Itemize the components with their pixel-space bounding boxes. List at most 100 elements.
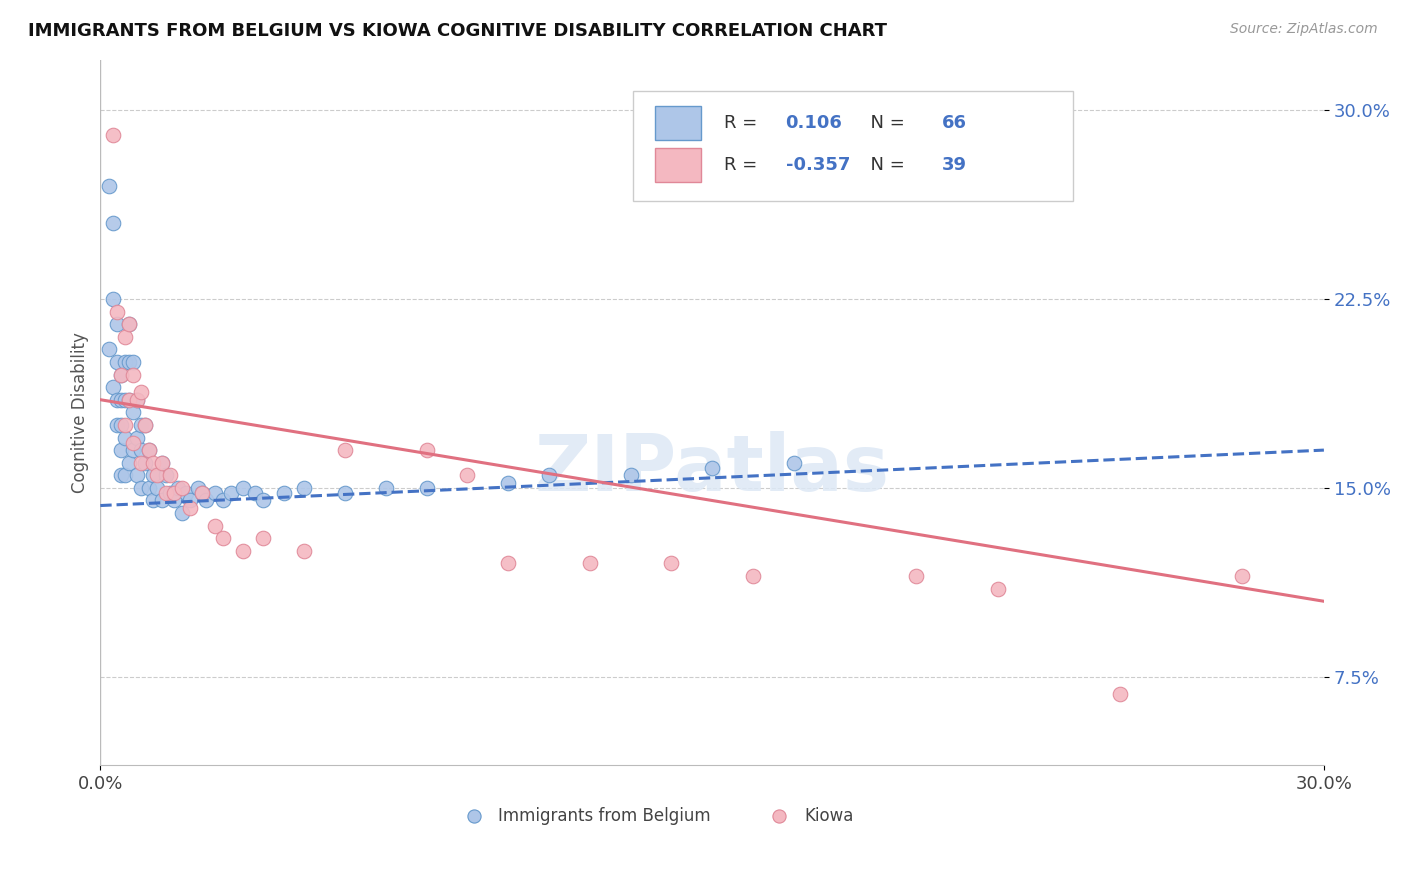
Point xyxy=(110,443,132,458)
Point xyxy=(333,486,356,500)
Point xyxy=(496,475,519,490)
Point xyxy=(191,486,214,500)
Point xyxy=(125,468,148,483)
Point xyxy=(578,557,600,571)
Point xyxy=(105,417,128,432)
Point xyxy=(118,456,141,470)
Point xyxy=(129,481,152,495)
Text: -0.357: -0.357 xyxy=(786,156,849,175)
Point xyxy=(110,468,132,483)
Point xyxy=(163,493,186,508)
Text: ZIPatlas: ZIPatlas xyxy=(534,431,890,507)
Point xyxy=(101,216,124,230)
Point xyxy=(101,380,124,394)
Point xyxy=(150,456,173,470)
Bar xyxy=(655,106,702,140)
Point xyxy=(110,368,132,382)
Point xyxy=(204,518,226,533)
Point xyxy=(219,486,242,500)
Point xyxy=(211,493,233,508)
Point xyxy=(415,443,437,458)
Point xyxy=(134,456,156,470)
Point xyxy=(118,317,141,331)
Point xyxy=(105,392,128,407)
Point xyxy=(159,486,181,500)
Point xyxy=(179,501,201,516)
Point xyxy=(166,481,188,495)
Point xyxy=(118,392,141,407)
Point xyxy=(122,443,145,458)
Point xyxy=(211,531,233,545)
Point xyxy=(114,392,136,407)
Point xyxy=(146,481,169,495)
Point xyxy=(905,569,928,583)
Point xyxy=(114,355,136,369)
Point xyxy=(142,456,165,470)
Point xyxy=(101,128,124,143)
Text: 0.106: 0.106 xyxy=(786,114,842,132)
Text: R =: R = xyxy=(724,114,763,132)
Point xyxy=(138,443,160,458)
Point xyxy=(105,355,128,369)
Bar xyxy=(633,91,1073,201)
Point xyxy=(122,435,145,450)
Point xyxy=(374,481,396,495)
Point xyxy=(179,493,201,508)
Point xyxy=(110,417,132,432)
Point xyxy=(110,368,132,382)
Bar xyxy=(655,148,702,182)
Point xyxy=(187,481,209,495)
Point xyxy=(415,481,437,495)
Point xyxy=(105,317,128,331)
Point xyxy=(159,468,181,483)
Point xyxy=(122,355,145,369)
Point xyxy=(110,392,132,407)
Text: Source: ZipAtlas.com: Source: ZipAtlas.com xyxy=(1230,22,1378,37)
Point xyxy=(118,392,141,407)
Point xyxy=(155,486,177,500)
Point xyxy=(101,292,124,306)
Point xyxy=(114,417,136,432)
Text: Kiowa: Kiowa xyxy=(804,807,853,825)
Point xyxy=(163,486,186,500)
Text: N =: N = xyxy=(859,114,911,132)
Point xyxy=(105,304,128,318)
Point xyxy=(122,368,145,382)
Point xyxy=(700,460,723,475)
Text: 39: 39 xyxy=(942,156,967,175)
Point xyxy=(125,430,148,444)
Point xyxy=(292,544,315,558)
Text: R =: R = xyxy=(724,156,763,175)
Point xyxy=(292,481,315,495)
Point xyxy=(114,330,136,344)
Point xyxy=(1109,688,1132,702)
Point xyxy=(155,468,177,483)
Text: Immigrants from Belgium: Immigrants from Belgium xyxy=(498,807,710,825)
Point xyxy=(741,569,763,583)
Point xyxy=(619,468,641,483)
Point xyxy=(232,481,254,495)
Point xyxy=(129,385,152,400)
Point xyxy=(129,417,152,432)
Point xyxy=(138,443,160,458)
Point xyxy=(114,468,136,483)
Point xyxy=(232,544,254,558)
Point xyxy=(122,405,145,419)
Point xyxy=(245,486,267,500)
Point xyxy=(659,557,682,571)
Point xyxy=(191,486,214,500)
Point xyxy=(146,468,169,483)
Point xyxy=(150,456,173,470)
Point xyxy=(129,456,152,470)
Point xyxy=(129,443,152,458)
Point xyxy=(118,317,141,331)
Point xyxy=(170,506,193,520)
Point xyxy=(125,392,148,407)
Point xyxy=(97,343,120,357)
Point xyxy=(118,355,141,369)
Text: 66: 66 xyxy=(942,114,967,132)
Y-axis label: Cognitive Disability: Cognitive Disability xyxy=(72,332,89,492)
Point xyxy=(456,468,478,483)
Point xyxy=(1232,569,1254,583)
Point xyxy=(134,417,156,432)
